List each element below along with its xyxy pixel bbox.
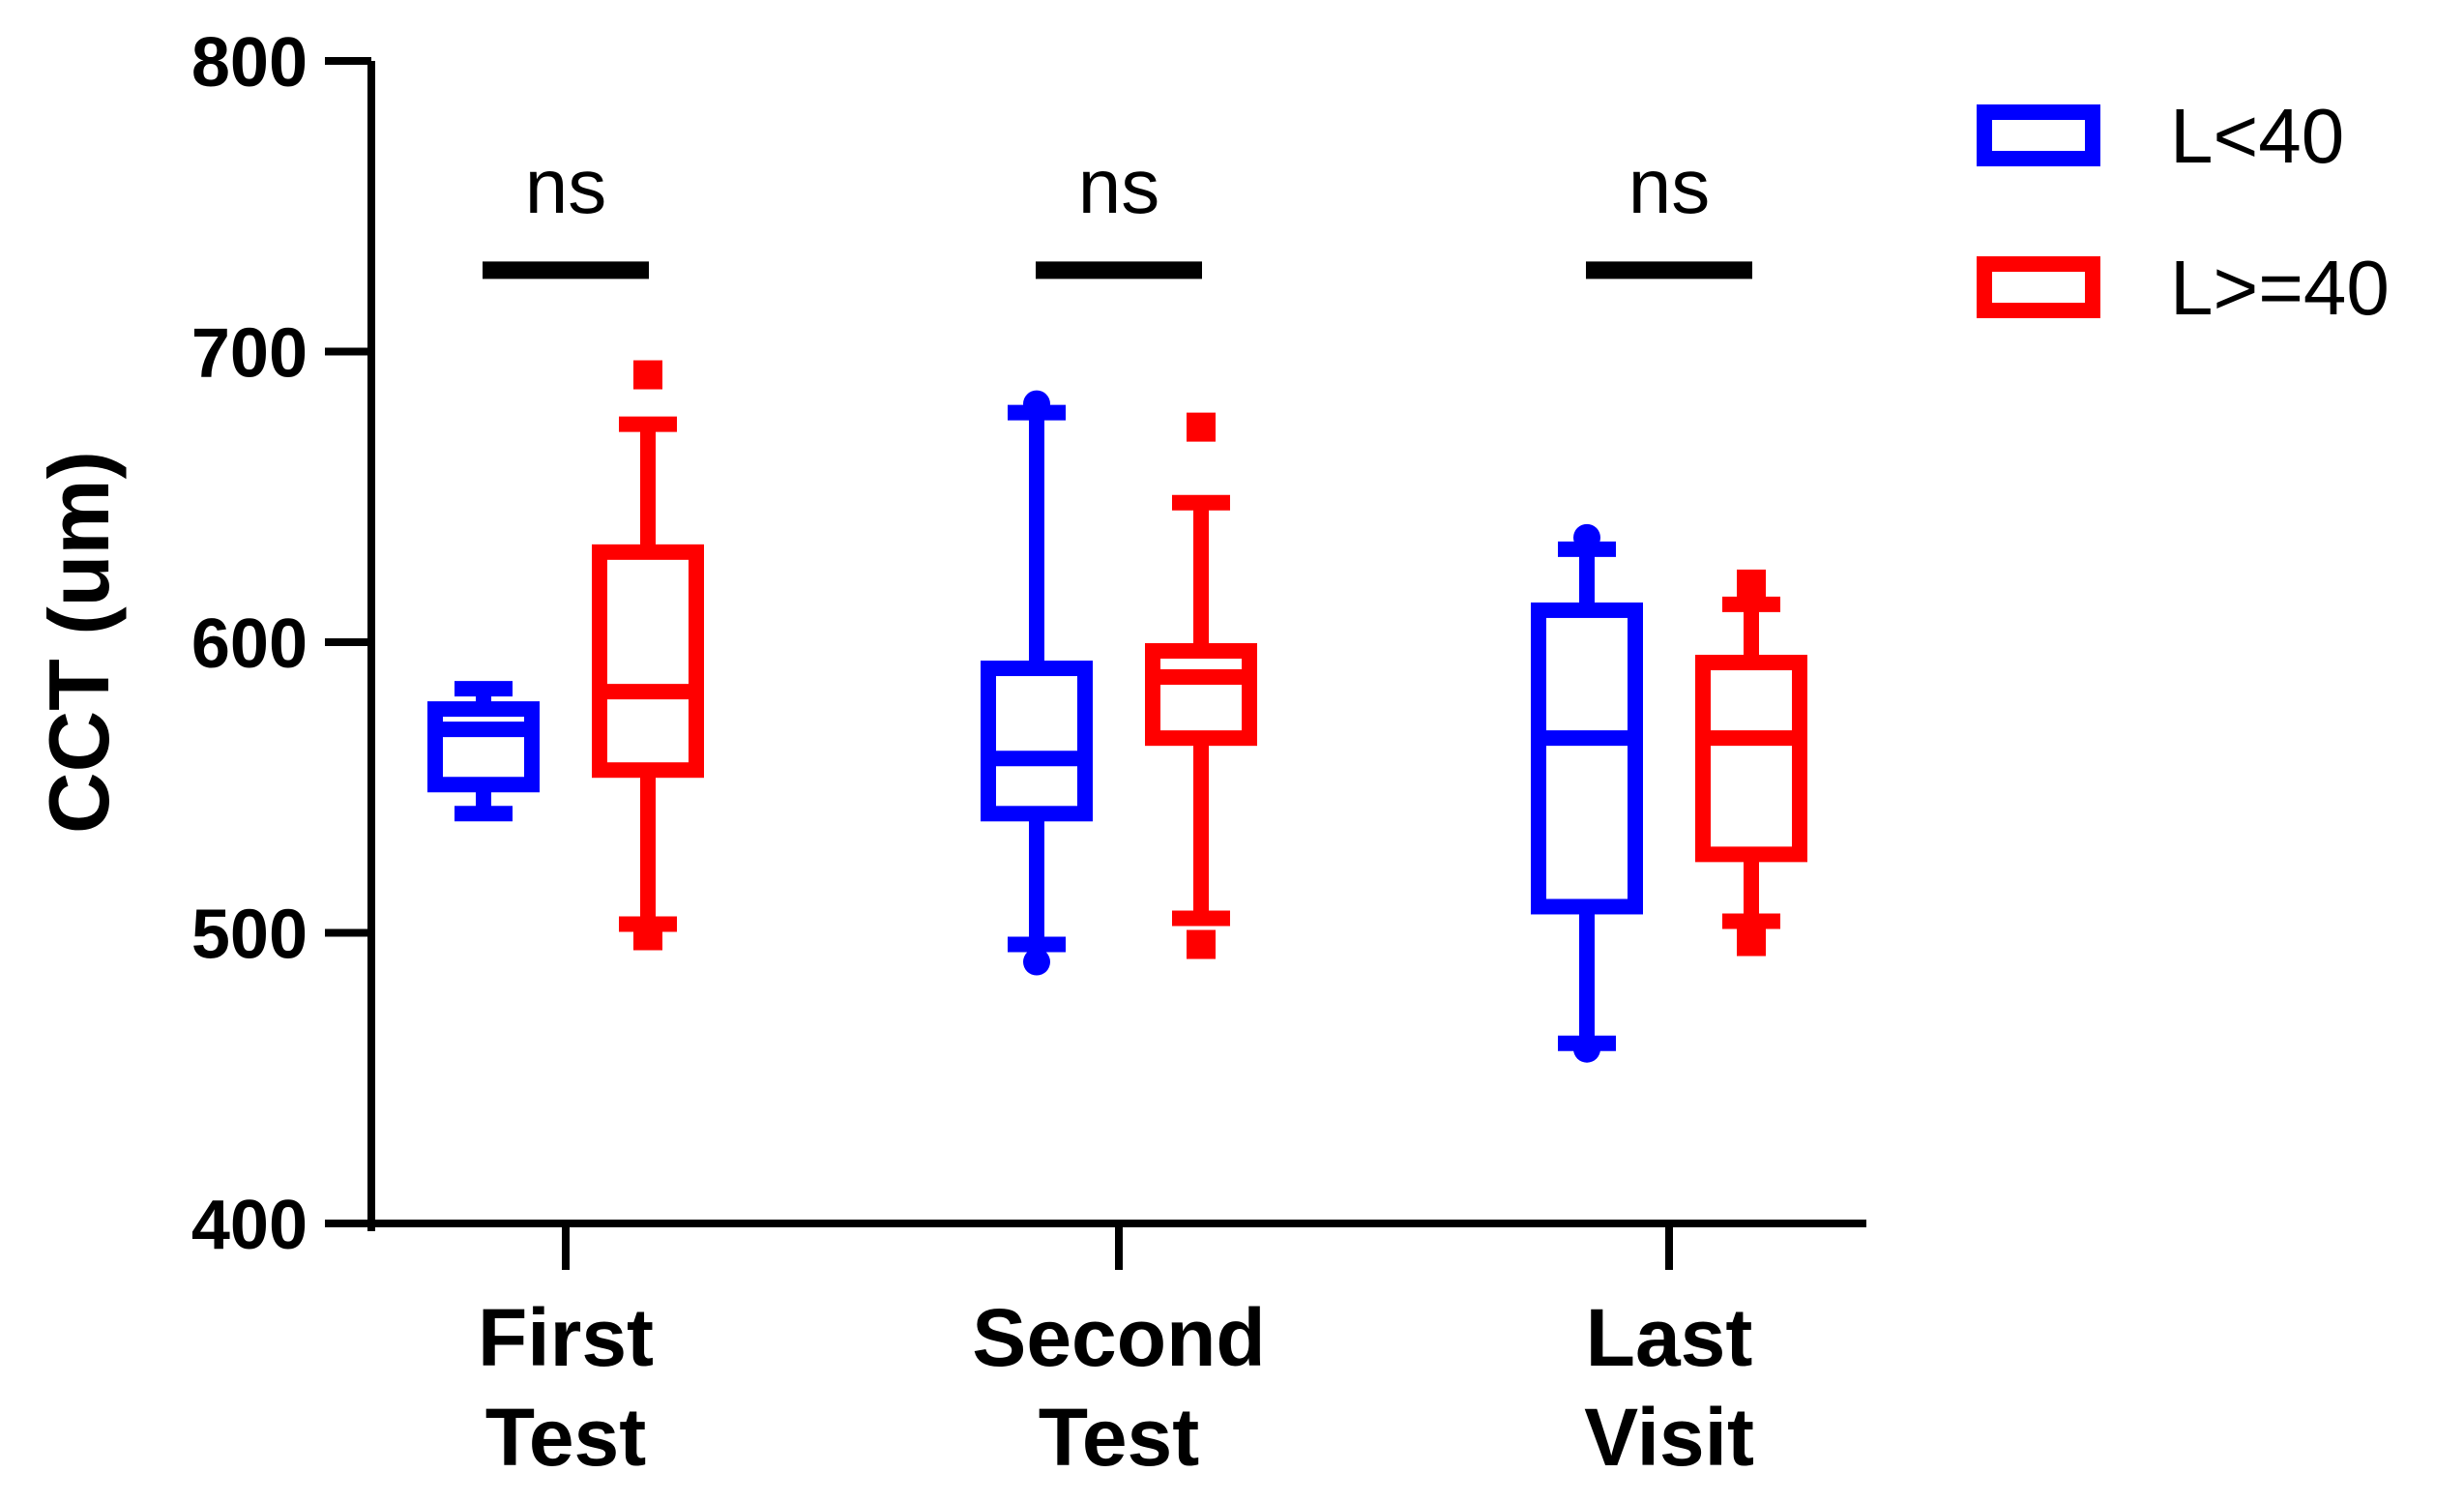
outlier-point bbox=[1573, 523, 1600, 551]
box bbox=[427, 701, 540, 793]
y-tick-label: 500 bbox=[191, 897, 308, 974]
significance-label: ns bbox=[1078, 143, 1160, 229]
legend-swatch bbox=[1977, 104, 2100, 166]
box-group bbox=[1145, 412, 1257, 959]
outlier-point bbox=[1737, 927, 1766, 957]
outlier-point bbox=[1187, 929, 1216, 959]
significance-label: ns bbox=[525, 143, 607, 229]
outlier-point bbox=[633, 921, 662, 951]
outlier-point bbox=[1737, 569, 1766, 599]
x-category-label: Test bbox=[485, 1392, 646, 1483]
x-category-label: Visit bbox=[1584, 1392, 1754, 1483]
legend-swatch bbox=[1977, 256, 2100, 318]
x-category-label: Second bbox=[972, 1292, 1265, 1383]
outlier-point bbox=[1023, 390, 1050, 418]
x-category-label: First bbox=[478, 1292, 654, 1383]
y-tick-label: 600 bbox=[191, 605, 308, 683]
y-tick-label: 800 bbox=[191, 24, 308, 102]
box-group bbox=[1695, 569, 1807, 957]
outlier-point bbox=[1573, 1035, 1600, 1063]
box bbox=[592, 544, 704, 779]
box bbox=[981, 661, 1093, 822]
outlier-point bbox=[633, 360, 662, 390]
x-category-label: Test bbox=[1039, 1392, 1199, 1483]
box-group bbox=[592, 360, 704, 951]
significance-label: ns bbox=[1628, 143, 1711, 229]
box bbox=[1145, 643, 1257, 747]
y-axis-title: CCT (um) bbox=[31, 451, 127, 834]
y-tick-label: 700 bbox=[191, 315, 308, 393]
box-group bbox=[981, 390, 1093, 976]
box-group bbox=[1531, 523, 1643, 1063]
outlier-point bbox=[1187, 412, 1216, 442]
box-group bbox=[427, 681, 540, 822]
x-category-label: Last bbox=[1586, 1292, 1753, 1383]
legend-label: L<40 bbox=[2170, 93, 2344, 179]
y-tick-label: 400 bbox=[191, 1187, 308, 1264]
legend-label: L>=40 bbox=[2170, 245, 2390, 331]
box bbox=[1695, 655, 1807, 863]
outlier-point bbox=[1023, 948, 1050, 976]
box bbox=[1531, 602, 1643, 915]
